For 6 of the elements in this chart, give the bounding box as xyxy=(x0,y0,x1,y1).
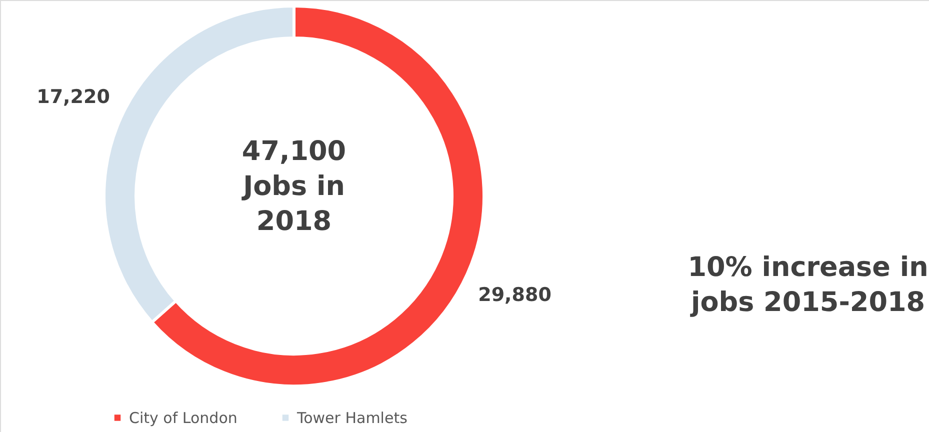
data-label: 29,880 xyxy=(478,284,552,306)
legend-label: Tower Hamlets xyxy=(296,408,408,427)
text: 47,100 Jobs in 2018 xyxy=(241,136,346,238)
legend-label: City of London xyxy=(129,408,238,427)
data-label: 17,220 xyxy=(36,86,110,108)
text: 10% increase in jobs 2015-2018 xyxy=(688,252,928,318)
